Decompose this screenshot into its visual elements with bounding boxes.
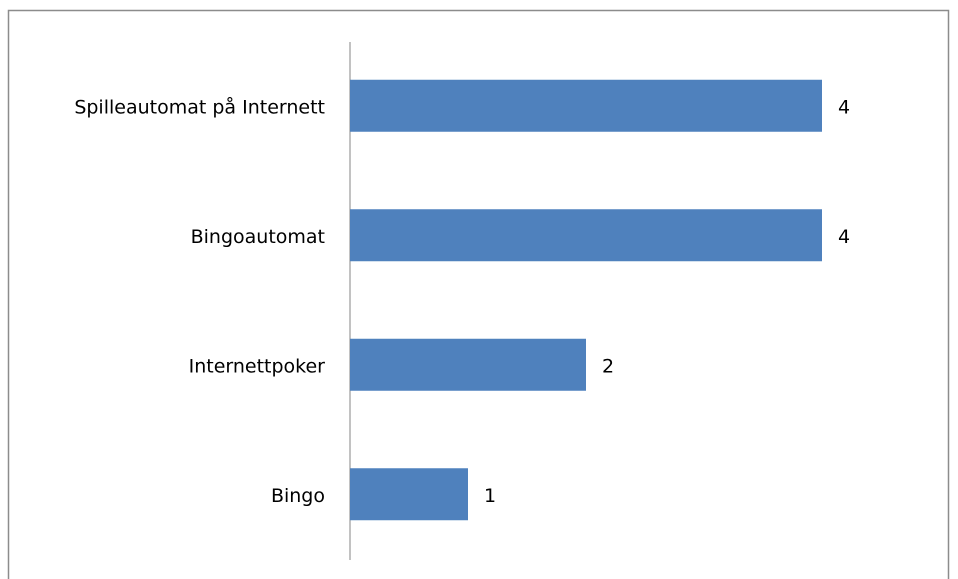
category-label: Internettpoker [189,355,326,377]
bar [350,338,586,391]
bar [350,79,822,132]
bar [350,468,468,521]
category-label: Bingoautomat [191,226,325,248]
value-label: 2 [602,355,614,377]
category-label: Spilleautomat på Internett [74,95,325,118]
bar [350,209,822,262]
value-label: 4 [838,226,850,248]
value-label: 1 [484,485,496,507]
category-label: Bingo [271,485,325,507]
value-label: 4 [838,96,850,118]
